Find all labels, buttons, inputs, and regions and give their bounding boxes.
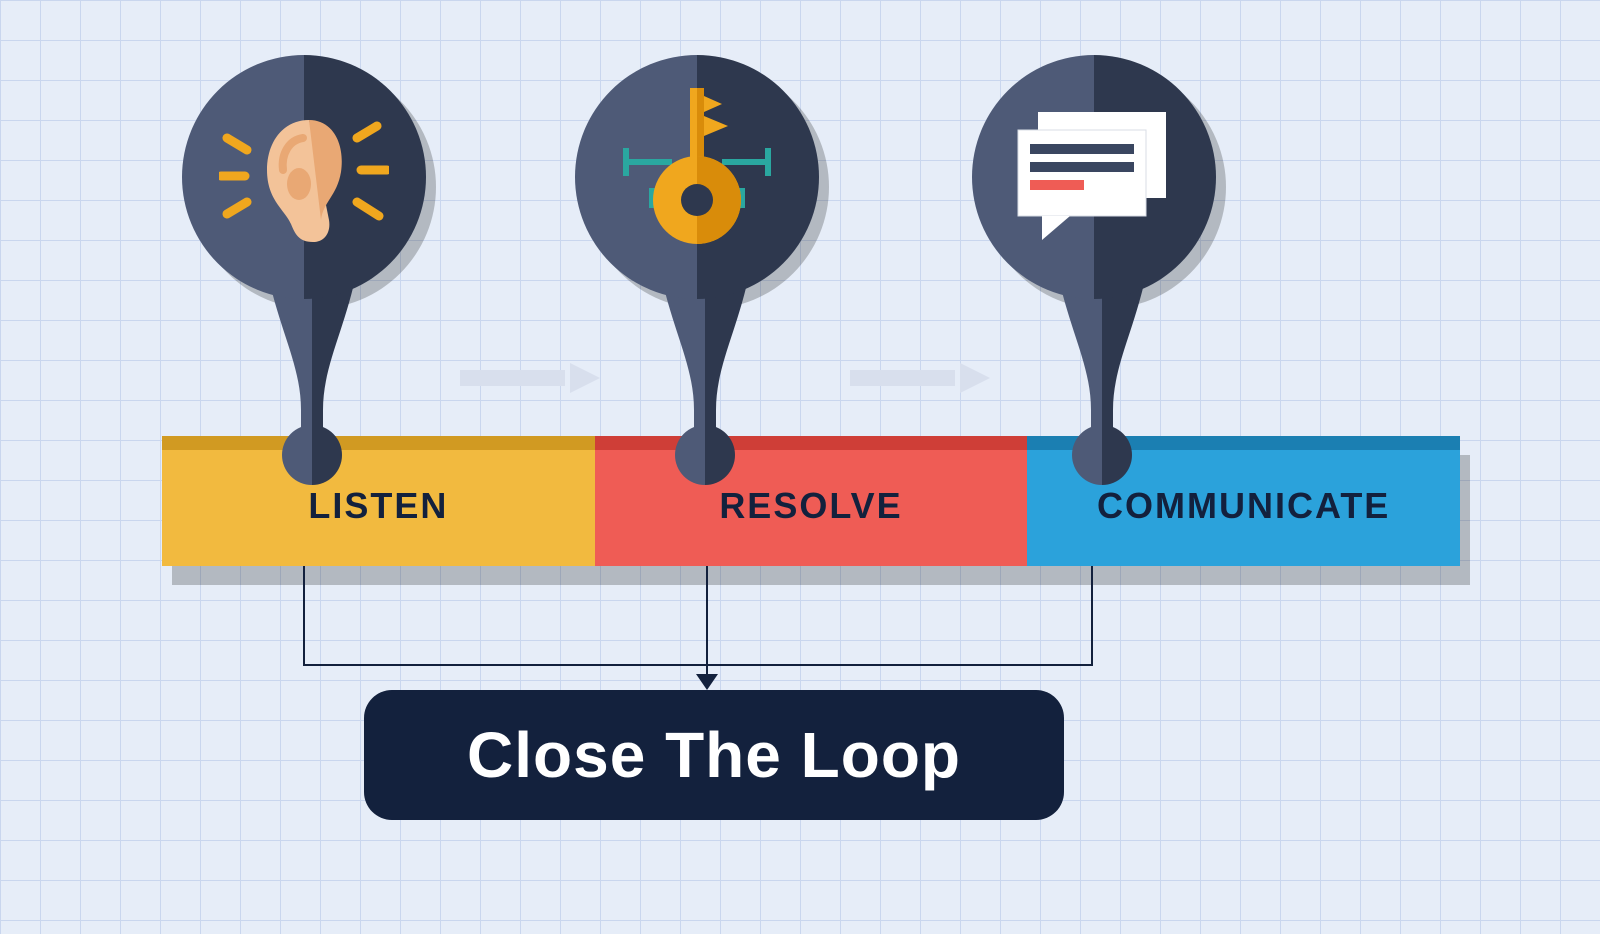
ear-icon xyxy=(182,55,426,299)
pin-stem xyxy=(1057,270,1147,460)
step-stripe xyxy=(1027,436,1460,450)
down-arrow xyxy=(706,566,708,674)
pin-shadow xyxy=(585,65,829,309)
pin-shadow xyxy=(192,65,436,309)
chat-icon xyxy=(972,55,1216,299)
step-label: LISTEN xyxy=(308,475,448,527)
conclusion-text: Close The Loop xyxy=(467,718,961,792)
conclusion-box: Close The Loop xyxy=(364,690,1064,820)
step-cell-listen: LISTEN xyxy=(162,436,595,566)
pin-circle xyxy=(972,55,1216,299)
pin-communicate xyxy=(972,55,1232,455)
pin-circle xyxy=(575,55,819,299)
step-label: COMMUNICATE xyxy=(1097,475,1390,527)
bracket xyxy=(303,566,1093,666)
step-stripe xyxy=(162,436,595,450)
step-cell-communicate: COMMUNICATE xyxy=(1027,436,1460,566)
flow-arrow-1 xyxy=(460,363,600,393)
steps-bar: LISTEN RESOLVE COMMUNICATE xyxy=(162,436,1460,566)
pin-stem xyxy=(267,270,357,460)
pin-shadow xyxy=(982,65,1226,309)
pin-circle xyxy=(182,55,426,299)
step-label: RESOLVE xyxy=(719,475,902,527)
pin-listen xyxy=(182,55,442,455)
step-stripe xyxy=(595,436,1028,450)
pin-stem xyxy=(660,270,750,460)
flow-arrow-2 xyxy=(850,363,990,393)
step-cell-resolve: RESOLVE xyxy=(595,436,1028,566)
pin-resolve xyxy=(575,55,835,455)
key-icon xyxy=(575,55,819,299)
